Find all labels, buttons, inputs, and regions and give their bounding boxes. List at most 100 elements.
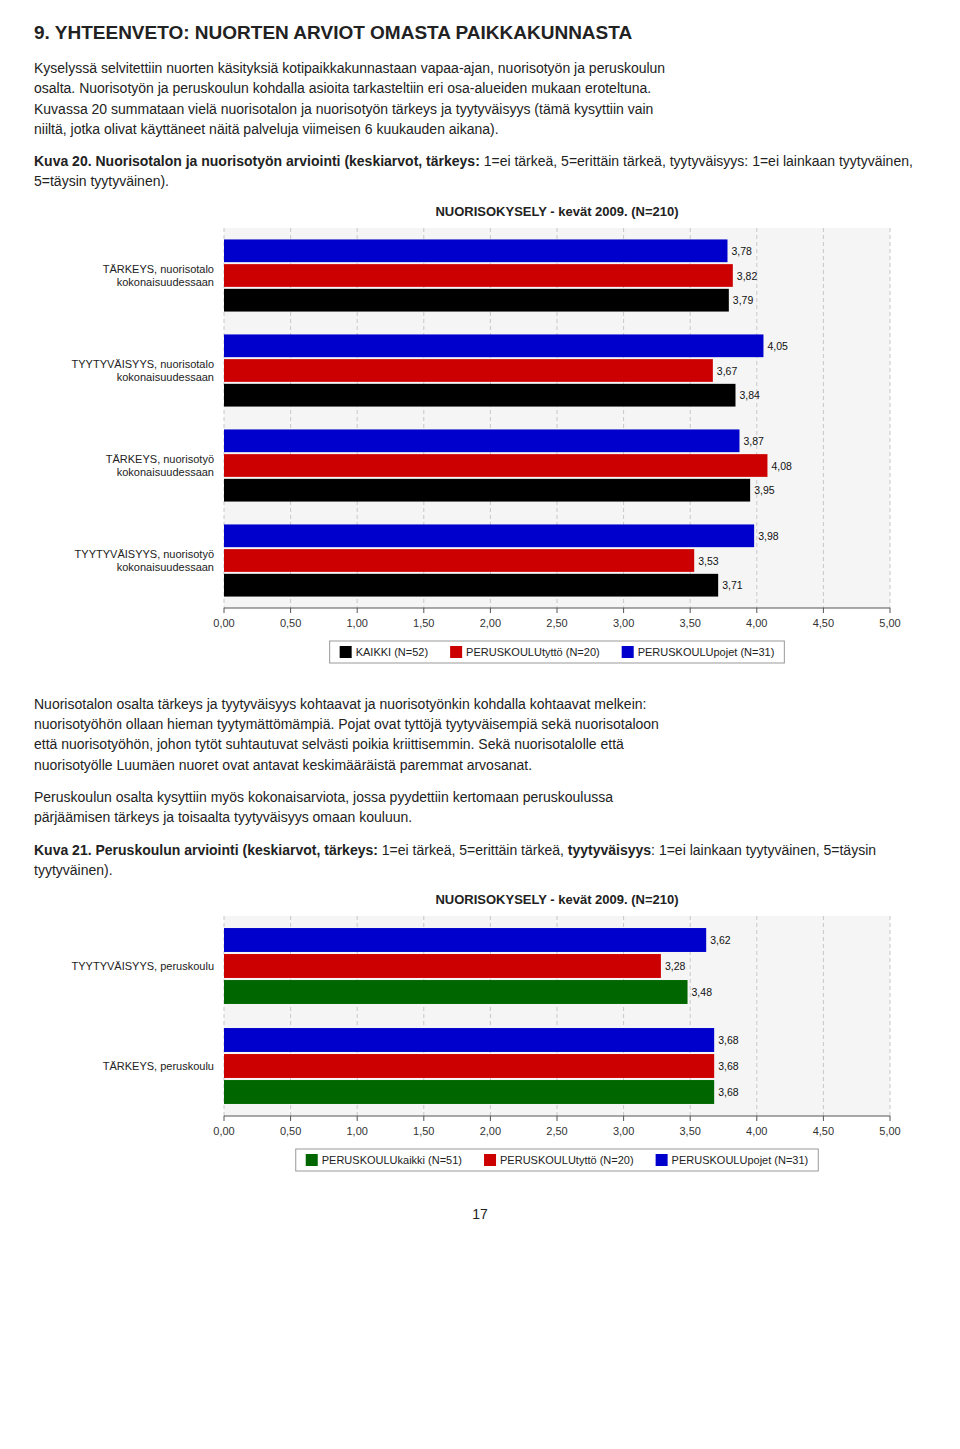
bar (224, 524, 754, 547)
grid-line (756, 228, 757, 608)
tick-label: 3,00 (613, 617, 634, 629)
bar (224, 454, 767, 477)
bar (224, 334, 763, 357)
legend-swatch (484, 1154, 496, 1166)
bar (224, 1080, 714, 1104)
category-label: TÄRKEYS, peruskoulu (103, 1060, 214, 1072)
caption: Kuva 20. Nuorisotalon ja nuorisotyön arv… (34, 151, 926, 192)
grid-line (756, 916, 757, 1116)
tick-label: 0,50 (280, 617, 301, 629)
data-label: 3,53 (698, 554, 719, 566)
legend-frame (330, 641, 785, 663)
bar (224, 239, 727, 262)
category-label: TYYTYVÄISYYS, nuorisotyökokonaisuudessaa… (75, 548, 214, 573)
tick-mark (823, 608, 824, 613)
bar (224, 479, 750, 502)
legend-swatch (340, 646, 352, 658)
tick-mark (557, 608, 558, 613)
bar (224, 549, 694, 572)
tick-mark (423, 608, 424, 613)
data-label: 3,71 (722, 579, 743, 591)
bars (224, 928, 714, 1104)
bar (224, 954, 661, 978)
category-label-line: kokonaisuudessaan (117, 466, 214, 478)
data-labels: 3,483,283,623,683,683,68 (665, 934, 739, 1098)
tick-label: 5,00 (879, 1125, 900, 1137)
legend-label: KAIKKI (N=52) (356, 646, 428, 658)
data-label: 3,98 (758, 530, 779, 542)
tick-mark (357, 608, 358, 613)
tick-mark (890, 1116, 891, 1121)
data-label: 4,05 (767, 340, 788, 352)
caption-text: tyytyväisyys (568, 842, 651, 858)
tick-label: 2,00 (480, 1125, 501, 1137)
category-label-line: kokonaisuudessaan (117, 371, 214, 383)
category-label-line: TÄRKEYS, nuorisotyö (106, 453, 214, 465)
tick-label: 0,50 (280, 1125, 301, 1137)
tick-label: 0,00 (213, 1125, 234, 1137)
data-label: 3,87 (743, 435, 764, 447)
bar (224, 264, 733, 287)
page: 9. YHTEENVETO: NUORTEN ARVIOT OMASTA PAI… (0, 0, 960, 1232)
data-label: 3,68 (718, 1034, 739, 1046)
tick-label: 4,00 (746, 1125, 767, 1137)
grid-line (823, 916, 824, 1116)
plot-background (224, 916, 890, 1116)
data-label: 3,78 (731, 245, 752, 257)
bar (224, 429, 739, 452)
tick-mark (357, 1116, 358, 1121)
bar (224, 574, 718, 597)
legend-label: PERUSKOULUpojet (N=31) (672, 1154, 809, 1166)
legend-label: PERUSKOULUpojet (N=31) (638, 646, 775, 658)
legend-label: PERUSKOULUtyttö (N=20) (500, 1154, 634, 1166)
chart-title: NUORISOKYSELY - kevät 2009. (N=210) (435, 892, 678, 907)
caption-text: Kuva 21. Peruskoulun arviointi (keskiarv… (34, 842, 378, 858)
tick-label: 2,50 (546, 617, 567, 629)
data-label: 3,82 (737, 269, 758, 281)
category-label: TYYTYVÄISYYS, peruskoulu (72, 960, 214, 972)
data-label: 3,79 (733, 294, 754, 306)
tick-mark (557, 1116, 558, 1121)
category-label: TYYTYVÄISYYS, nuorisotalokokonaisuudessa… (72, 358, 214, 383)
bar (224, 359, 713, 382)
tick-mark (623, 1116, 624, 1121)
tick-mark (490, 1116, 491, 1121)
tick-label: 3,50 (679, 617, 700, 629)
tick-label: 5,00 (879, 617, 900, 629)
tick-label: 3,00 (613, 1125, 634, 1137)
tick-label: 4,50 (813, 617, 834, 629)
paragraph: Peruskoulun osalta kysyttiin myös kokona… (34, 787, 926, 828)
data-labels: 3,793,823,783,843,674,053,954,083,873,71… (698, 245, 792, 591)
category-label-line: kokonaisuudessaan (117, 561, 214, 573)
tick-label: 2,00 (480, 617, 501, 629)
grid-line (890, 228, 891, 608)
category-label-line: TYYTYVÄISYYS, nuorisotyö (75, 548, 214, 560)
data-label: 3,67 (717, 364, 738, 376)
chart-title: NUORISOKYSELY - kevät 2009. (N=210) (435, 204, 678, 219)
legend-swatch (306, 1154, 318, 1166)
caption-text: 1=ei tärkeä, 5=erittäin tärkeä, (378, 842, 568, 858)
page-number: 17 (34, 1206, 926, 1222)
category-label: TÄRKEYS, nuorisotalokokonaisuudessaan (103, 263, 214, 288)
category-label-line: kokonaisuudessaan (117, 276, 214, 288)
tick-mark (490, 608, 491, 613)
data-label: 4,08 (771, 459, 792, 471)
caption: Kuva 21. Peruskoulun arviointi (keskiarv… (34, 840, 926, 881)
tick-mark (224, 608, 225, 613)
category-label-line: TÄRKEYS, peruskoulu (103, 1060, 214, 1072)
category-label: TÄRKEYS, nuorisotyökokonaisuudessaan (106, 453, 214, 478)
tick-mark (224, 1116, 225, 1121)
tick-mark (756, 1116, 757, 1121)
bar (224, 1028, 714, 1052)
legend-swatch (450, 646, 462, 658)
legend: KAIKKI (N=52)PERUSKOULUtyttö (N=20)PERUS… (330, 641, 785, 663)
tick-label: 2,50 (546, 1125, 567, 1137)
bar (224, 384, 735, 407)
tick-mark (756, 608, 757, 613)
plot-background (224, 228, 890, 608)
tick-label: 4,50 (813, 1125, 834, 1137)
data-label: 3,28 (665, 960, 686, 972)
caption-text: 1=ei tärkeä, 5=erittäin tärkeä, (480, 153, 666, 169)
category-label-line: TYYTYVÄISYYS, nuorisotalo (72, 358, 214, 370)
tick-label: 1,00 (346, 1125, 367, 1137)
